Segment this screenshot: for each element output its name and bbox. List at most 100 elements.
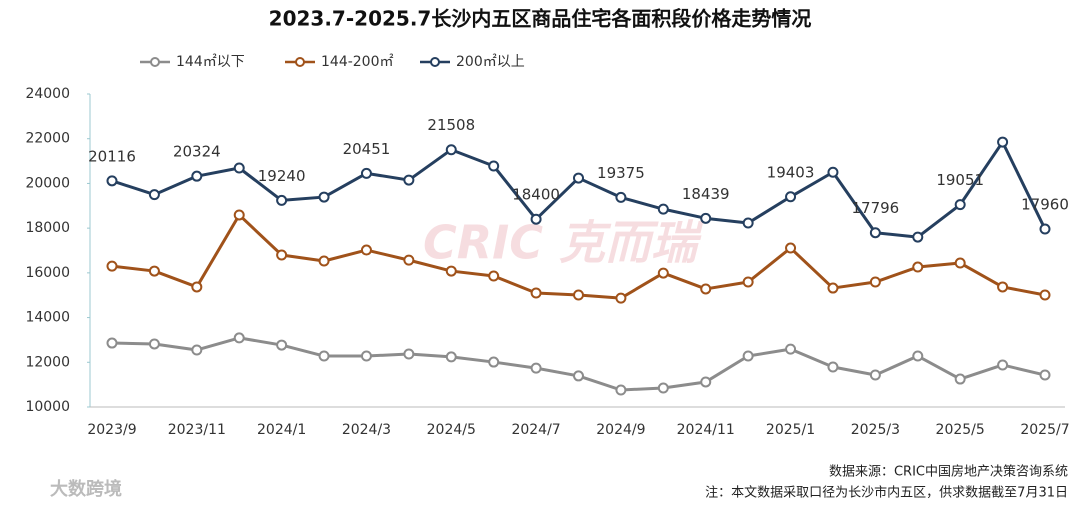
data-point [657,382,669,394]
x-tick-label: 2024/5 [427,422,476,438]
data-point [827,361,839,373]
legend-label: 144-200㎡ [321,54,394,70]
x-tick-label: 2023/11 [168,422,226,438]
data-label: 20324 [173,143,221,161]
data-label: 20451 [343,140,391,158]
data-point [106,260,118,272]
source-note: 数据来源：CRIC中国房地产决策咨询系统 [829,464,1068,480]
data-point [191,344,203,356]
data-point [742,217,754,229]
data-point [106,175,118,187]
x-tick-label: 2025/7 [1020,422,1069,438]
data-point [785,191,797,203]
data-point [657,203,669,215]
data-point [954,257,966,269]
data-point [997,359,1009,371]
x-tick-label: 2024/7 [511,422,560,438]
data-point [488,356,500,368]
series-line [111,336,1046,392]
data-point [445,265,457,277]
data-point [276,339,288,351]
data-point [233,209,245,221]
data-label: 21508 [427,116,475,134]
data-point [276,249,288,261]
data-point [148,265,160,277]
legend-marker [150,57,160,67]
y-tick-label: 24000 [25,86,70,102]
data-point [954,373,966,385]
data-point [869,369,881,381]
data-point [403,254,415,266]
data-point [997,281,1009,293]
y-tick-label: 12000 [25,354,70,370]
data-point [827,282,839,294]
data-point [615,191,627,203]
legend-label: 200㎡以上 [456,54,525,70]
x-tick-label: 2025/1 [766,422,815,438]
logo: 大数跨境 [50,478,122,500]
data-point [1039,223,1051,235]
data-point [657,267,669,279]
watermark: CRIC 克而瑞 [423,216,704,270]
x-tick-label: 2024/3 [342,422,391,438]
legend-marker [295,57,305,67]
y-tick-label: 20000 [25,175,70,191]
data-point [445,351,457,363]
data-point [488,270,500,282]
data-point [318,255,330,267]
data-point [106,337,118,349]
y-tick-label: 14000 [25,310,70,326]
data-point [276,194,288,206]
y-tick-label: 16000 [25,265,70,281]
x-tick-label: 2024/1 [257,422,306,438]
data-point [530,362,542,374]
data-point [573,370,584,382]
data-point [869,276,881,288]
data-point [318,350,330,362]
chart-title: 2023.7-2025.7长沙内五区商品住宅各面积段价格走势情况 [269,7,812,31]
data-point [954,199,966,211]
data-label: 20116 [88,147,136,165]
data-point [827,166,839,178]
data-point [1039,289,1051,301]
data-point [318,191,330,203]
data-point [997,136,1009,148]
data-point [742,276,754,288]
x-tick-label: 2024/11 [677,422,735,438]
data-point [233,162,245,174]
data-label: 19240 [258,167,306,185]
data-point [700,283,712,295]
data-point [573,289,584,301]
data-point [573,172,584,184]
data-point [700,212,712,224]
data-point [233,332,245,344]
data-point [615,384,627,396]
data-point [403,174,415,186]
data-point [785,242,797,254]
x-tick-label: 2025/5 [936,422,985,438]
data-point [191,170,203,182]
data-point [360,244,372,256]
y-tick-label: 18000 [25,220,70,236]
data-label: 19375 [597,164,645,182]
legend-label: 144㎡以下 [176,54,245,70]
x-tick-label: 2023/9 [87,422,136,438]
data-point [360,350,372,362]
data-point [869,227,881,239]
data-point [191,281,203,293]
data-point [488,160,500,172]
x-tick-label: 2024/9 [596,422,645,438]
data-label: 17960 [1021,196,1069,214]
data-label: 18400 [512,186,560,204]
y-tick-label: 10000 [25,399,70,415]
data-point [530,287,542,299]
data-point [403,348,415,360]
data-point [360,167,372,179]
data-point [445,144,457,156]
data-point [912,350,924,362]
data-point [1039,369,1051,381]
y-tick-label: 22000 [25,131,70,147]
data-point [148,189,160,201]
data-label: 19403 [767,163,815,181]
